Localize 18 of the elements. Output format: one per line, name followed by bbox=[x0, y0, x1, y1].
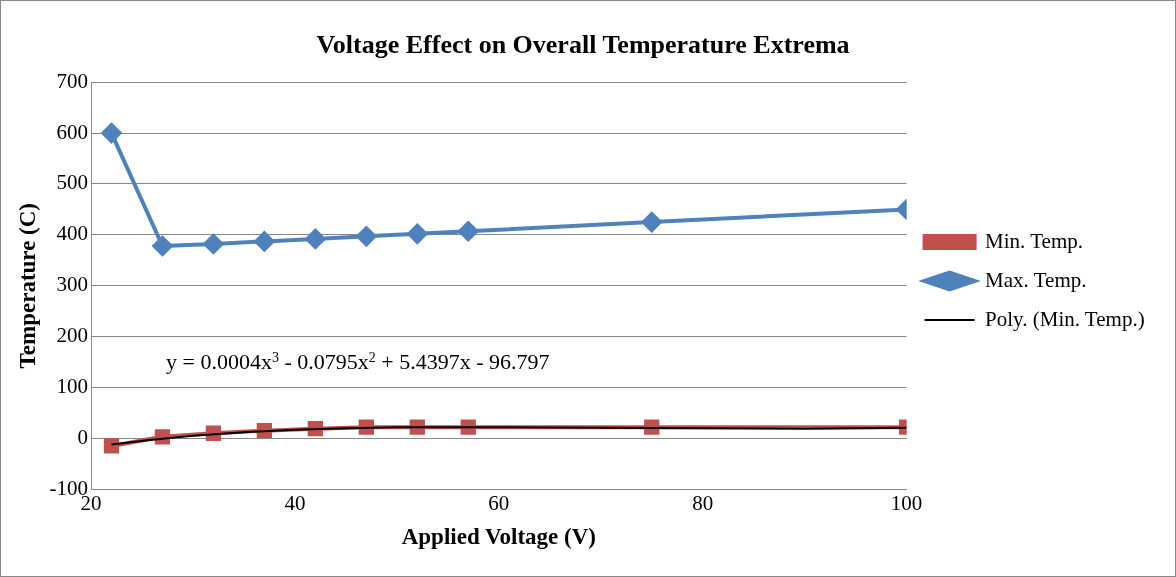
y-tick-label: 400 bbox=[56, 221, 89, 246]
legend-label: Min. Temp. bbox=[985, 228, 1083, 253]
x-tick-label: 60 bbox=[488, 491, 510, 516]
chart-title: Voltage Effect on Overall Temperature Extrema bbox=[316, 30, 850, 60]
x-tick-label: 100 bbox=[890, 491, 923, 516]
y-tick-label: 700 bbox=[56, 68, 89, 93]
x-tick-label: 40 bbox=[284, 491, 306, 516]
x-axis-title: Applied Voltage (V) bbox=[401, 524, 596, 550]
y-tick-label: 100 bbox=[56, 373, 89, 398]
y-axis-title: Temperature (C) bbox=[14, 202, 40, 369]
legend-label: Max. Temp. bbox=[985, 267, 1087, 292]
y-tick-label: 200 bbox=[56, 323, 89, 348]
legend-label: Poly. (Min. Temp.) bbox=[985, 306, 1145, 331]
x-tick-label: 80 bbox=[692, 491, 714, 516]
y-tick-label: 0 bbox=[77, 424, 89, 449]
y-tick-label: 300 bbox=[56, 272, 89, 297]
y-tick-label: 500 bbox=[56, 170, 89, 195]
y-tick-label: 600 bbox=[56, 119, 89, 144]
